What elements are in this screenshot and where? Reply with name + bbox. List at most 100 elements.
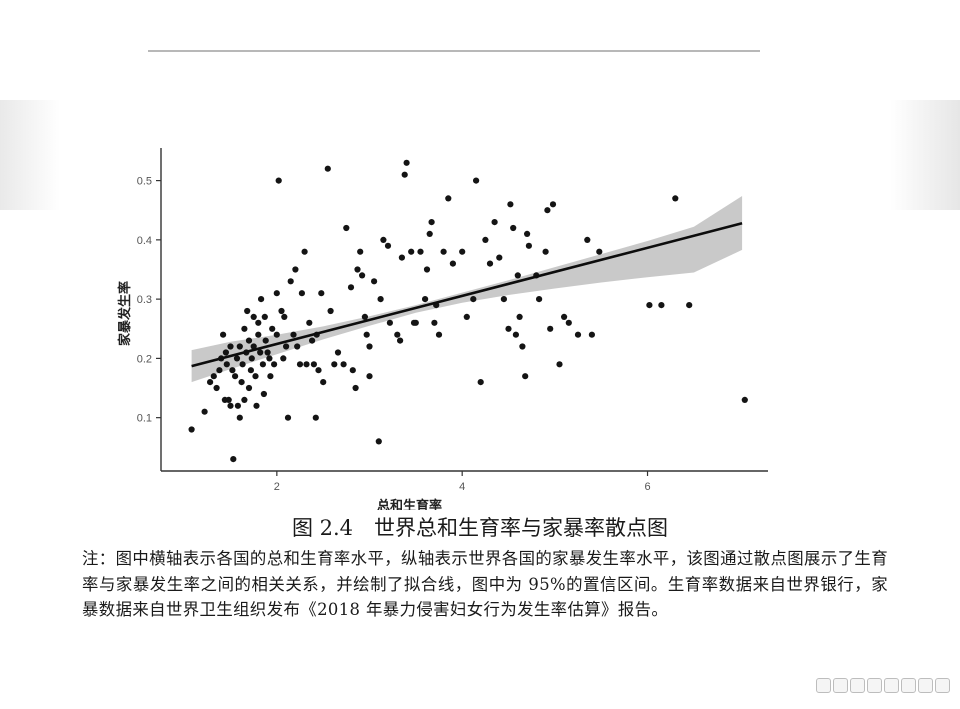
data-point <box>273 331 280 338</box>
data-point <box>417 248 424 255</box>
data-point <box>236 414 243 421</box>
data-point <box>201 408 208 415</box>
data-point <box>386 319 393 326</box>
data-point <box>397 337 404 344</box>
data-point <box>366 373 373 380</box>
data-point <box>283 343 290 350</box>
data-point <box>343 224 350 232</box>
thumb-icon <box>935 678 950 693</box>
data-point <box>290 331 297 338</box>
data-point <box>359 272 366 279</box>
data-point <box>241 396 248 403</box>
data-point <box>281 313 288 320</box>
data-point <box>423 266 431 273</box>
data-point <box>686 302 693 309</box>
data-point <box>327 307 334 315</box>
data-point <box>361 313 368 320</box>
data-point <box>250 343 257 350</box>
data-point <box>312 414 319 421</box>
data-point <box>247 367 254 374</box>
data-point <box>253 402 260 409</box>
data-point <box>230 456 237 463</box>
data-point <box>301 248 308 255</box>
data-point <box>245 384 253 392</box>
data-point <box>245 337 253 344</box>
thumb-icon <box>918 678 933 693</box>
data-point <box>284 414 292 421</box>
data-point <box>280 355 287 362</box>
data-point <box>549 201 557 208</box>
data-point <box>210 373 217 380</box>
x-tick-label: 6 <box>644 481 650 493</box>
confidence-band <box>191 196 743 383</box>
y-tick-label: 0.5 <box>137 176 152 188</box>
data-point <box>269 325 276 332</box>
scatter-chart: 2 4 6 0.1 0.2 0.3 0.4 0.5 总和生育率 家暴发生率 <box>117 148 768 510</box>
data-point <box>440 248 447 255</box>
data-point <box>449 260 456 267</box>
data-point <box>273 290 280 297</box>
data-point <box>500 296 507 303</box>
data-point <box>250 313 257 320</box>
data-point <box>303 361 310 368</box>
data-point <box>347 284 355 291</box>
data-point <box>331 361 338 368</box>
data-point <box>239 361 246 368</box>
data-point <box>257 349 264 356</box>
data-point <box>248 355 255 362</box>
data-point <box>287 278 294 285</box>
thumb-icon <box>884 678 899 693</box>
page-shadow-right <box>890 100 960 210</box>
figure-note: 注：图中横轴表示各国的总和生育率水平，纵轴表示世界各国的家暴发生率水平，该图通过… <box>82 549 888 619</box>
y-tick-label: 0.1 <box>137 413 152 425</box>
data-point <box>244 307 251 315</box>
data-point <box>324 165 331 172</box>
data-point <box>584 236 591 243</box>
data-point <box>380 236 387 243</box>
data-point <box>363 331 370 338</box>
y-axis-label: 家暴发生率 <box>117 281 132 346</box>
x-tick-label: 4 <box>459 481 465 493</box>
ci-band-area <box>191 196 743 383</box>
data-point <box>262 337 269 344</box>
thumb-icon <box>850 678 865 693</box>
data-point <box>435 331 443 338</box>
data-point <box>255 331 262 338</box>
data-point <box>459 248 466 255</box>
data-point <box>371 278 378 285</box>
data-point <box>496 254 503 261</box>
data-point <box>188 426 195 433</box>
data-point <box>241 325 248 332</box>
data-point <box>266 355 273 362</box>
page-shadow-left <box>0 100 60 210</box>
data-point <box>340 361 347 368</box>
image-viewer-strip <box>816 678 950 693</box>
data-point <box>222 349 229 356</box>
data-point <box>422 296 429 303</box>
data-point <box>408 248 415 255</box>
data-point <box>428 219 435 226</box>
data-point <box>522 373 529 380</box>
data-points <box>188 159 748 463</box>
data-point <box>412 319 419 326</box>
data-point <box>252 373 259 380</box>
data-point <box>519 343 526 350</box>
data-point <box>512 331 519 338</box>
data-point <box>565 319 572 326</box>
x-tick-label: 2 <box>274 481 280 493</box>
data-point <box>542 248 549 255</box>
data-point <box>278 307 285 315</box>
data-point <box>741 396 748 403</box>
data-point <box>470 296 477 303</box>
data-point <box>258 296 265 303</box>
thumb-icon <box>901 678 916 693</box>
data-point <box>352 384 359 392</box>
figure-caption: 图 2.4 世界总和生育率与家暴率散点图 <box>291 516 669 540</box>
thumb-icon <box>833 678 848 693</box>
data-point <box>574 331 582 338</box>
data-point <box>225 396 232 403</box>
data-point <box>334 349 342 356</box>
data-point <box>216 367 223 374</box>
data-point <box>227 402 234 409</box>
data-point <box>320 379 327 386</box>
